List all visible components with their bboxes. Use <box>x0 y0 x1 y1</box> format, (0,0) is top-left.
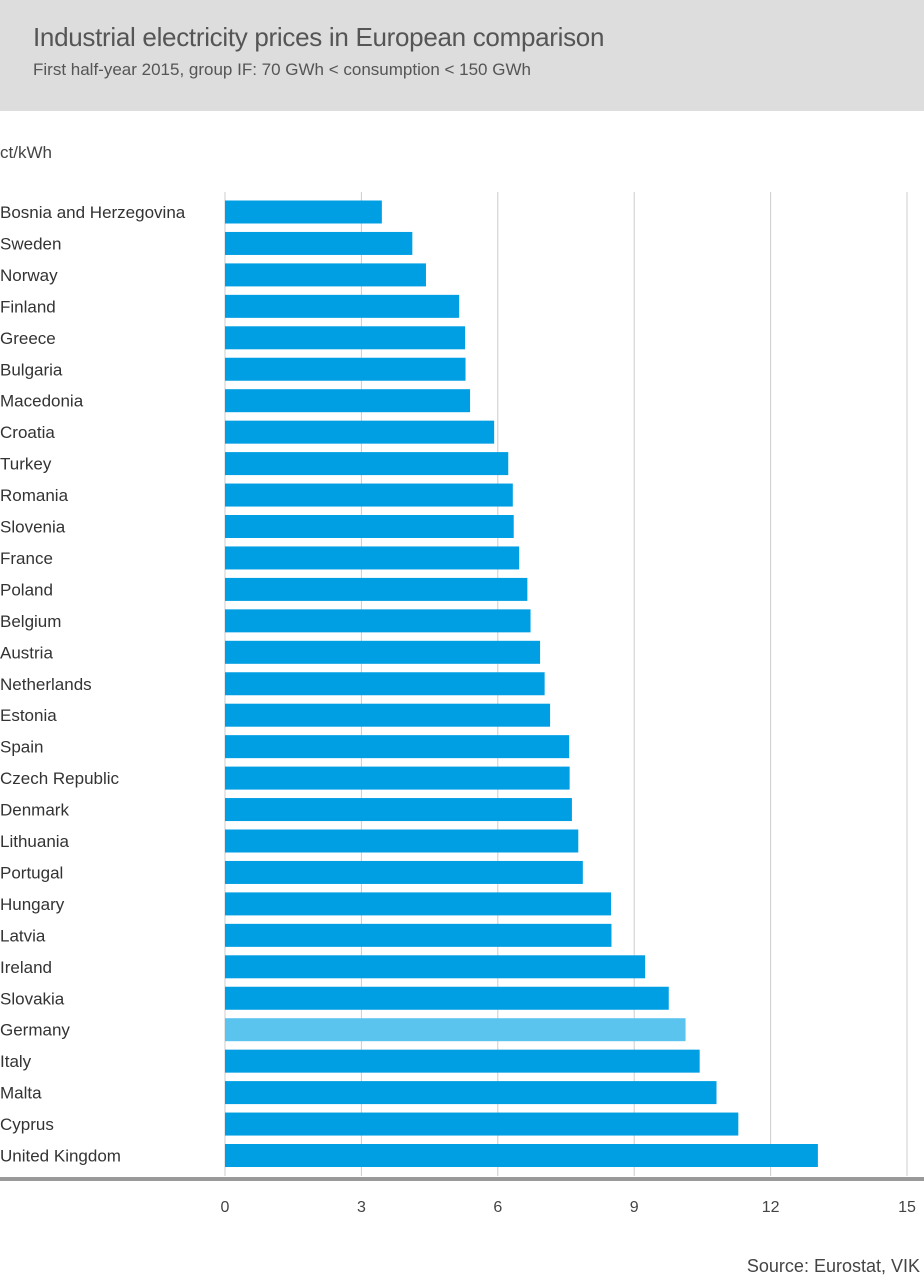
bar-finland <box>225 294 460 318</box>
chart-header: Industrial electricity prices in Europea… <box>0 0 924 111</box>
x-tick-label: 9 <box>630 1199 639 1216</box>
bar-poland <box>225 577 528 601</box>
category-label: Austria <box>0 643 53 662</box>
bar-romania <box>225 483 513 507</box>
category-label: Turkey <box>0 455 52 474</box>
category-label: Sweden <box>0 234 61 253</box>
category-label: Bulgaria <box>0 360 63 379</box>
bar-chart: Bosnia and Herzegovina Sweden Norway Finlan… <box>0 192 924 1216</box>
bar-czech-republic <box>225 766 570 790</box>
bar-bulgaria <box>225 357 466 381</box>
x-tick-label: 3 <box>357 1199 366 1216</box>
bar-bosnia-and-herzegovina <box>225 200 382 224</box>
bar-ireland <box>225 955 646 979</box>
category-label: Croatia <box>0 423 55 442</box>
bar-greece <box>225 326 466 350</box>
category-label: Slovakia <box>0 989 65 1008</box>
bar-estonia <box>225 703 551 727</box>
bar-malta <box>225 1081 717 1105</box>
category-label: Romania <box>0 486 69 505</box>
category-label: Bosnia and Herzegovina <box>0 203 186 222</box>
bar-belgium <box>225 609 531 633</box>
source-note: Source: Eurostat, VIK <box>746 1256 920 1276</box>
x-tick-label: 15 <box>898 1199 916 1216</box>
category-label: Lithuania <box>0 832 70 851</box>
category-label: Cyprus <box>0 1115 54 1134</box>
category-label: Denmark <box>0 801 69 820</box>
x-tick-label: 6 <box>493 1199 502 1216</box>
unit-label: ct/kWh <box>0 143 52 162</box>
bar-cyprus <box>225 1112 739 1136</box>
bar-hungary <box>225 892 612 916</box>
bar-united-kingdom <box>225 1144 818 1167</box>
category-label: United Kingdom <box>0 1147 121 1166</box>
category-label: Malta <box>0 1084 42 1103</box>
bar-denmark <box>225 798 572 822</box>
bar-france <box>225 546 520 570</box>
bar-latvia <box>225 923 612 947</box>
category-label: Poland <box>0 580 53 599</box>
x-axis-line <box>0 1177 924 1181</box>
bar-turkey <box>225 452 509 476</box>
x-tick-label: 0 <box>221 1199 230 1216</box>
chart-subtitle: First half-year 2015, group IF: 70 GWh <… <box>33 60 531 79</box>
category-label: Belgium <box>0 612 61 631</box>
category-label: Spain <box>0 738 43 757</box>
category-label: Estonia <box>0 706 57 725</box>
category-label: Ireland <box>0 958 52 977</box>
category-label: Hungary <box>0 895 65 914</box>
bar-slovakia <box>225 986 669 1010</box>
bar-italy <box>225 1049 700 1073</box>
bar-netherlands <box>225 672 545 696</box>
bar-macedonia <box>225 389 471 413</box>
bar-austria <box>225 640 541 664</box>
category-label: Czech Republic <box>0 769 120 788</box>
chart-title: Industrial electricity prices in Europea… <box>33 22 605 52</box>
category-label: Latvia <box>0 926 46 945</box>
category-label: Finland <box>0 297 56 316</box>
category-label: Norway <box>0 266 58 285</box>
bar-spain <box>225 735 570 759</box>
category-label: Italy <box>0 1052 32 1071</box>
bar-slovenia <box>225 515 514 538</box>
bar-germany <box>225 1018 686 1042</box>
category-label: Slovenia <box>0 518 66 537</box>
bar-sweden <box>225 231 413 255</box>
category-label: Netherlands <box>0 675 92 694</box>
bar-norway <box>225 263 426 287</box>
category-label: Greece <box>0 329 56 348</box>
category-label: France <box>0 549 53 568</box>
category-label: Portugal <box>0 863 63 882</box>
category-label: Germany <box>0 1021 70 1040</box>
bar-lithuania <box>225 829 579 853</box>
category-label: Macedonia <box>0 392 84 411</box>
bar-portugal <box>225 860 583 884</box>
bar-croatia <box>225 420 495 444</box>
x-tick-label: 12 <box>762 1199 780 1216</box>
